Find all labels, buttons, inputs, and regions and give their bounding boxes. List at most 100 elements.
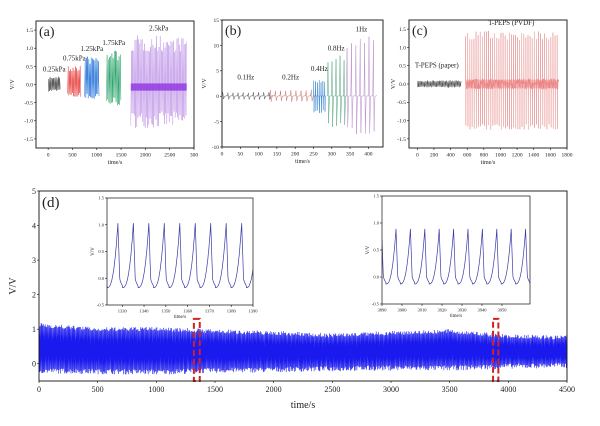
highlight-box [192,317,201,382]
y-tick-label: -1.0 [24,119,33,125]
series-line-t-peps-paper- [417,80,462,88]
y-tick-label: 2 [32,290,36,299]
series-label: 1Hz [356,25,368,33]
x-tick-label: 1380 [227,309,237,314]
x-tick-label: 200 [430,153,439,159]
x-tick-label: 3900 [398,308,408,313]
y-tick-label: 15 [214,18,220,24]
series-label: T-PEPS (PVDF) [488,19,535,27]
y-tick-label: 0.5 [399,64,406,70]
y-axis-label: V/V [8,277,19,295]
y-tick-label: 1.0 [26,46,33,52]
x-tick-label: 100 [254,152,263,158]
y-tick-label: 1.5 [98,196,104,201]
y-tick-label: 1.0 [98,222,104,227]
x-tick-label: 300 [190,153,199,159]
y-tick-label: 1 [32,325,36,334]
x-axis-label: time/s [291,400,316,411]
x-tick-label: 1800 [562,153,573,159]
x-tick-label: 50 [238,152,244,158]
x-tick-label: 1200 [512,153,523,159]
series-line-0 [107,223,253,288]
series-label: 0.8Hz [328,45,345,53]
x-axis-label: time/s [295,159,310,165]
series-line-0 [39,323,567,375]
series-label: 0.4Hz [311,65,328,73]
series-line-0-8hz [327,55,348,127]
x-tick-label: 3950 [498,308,508,313]
y-tick-label: -10 [212,145,220,151]
series-line-0 [382,228,530,285]
y-tick-label: 3 [32,256,36,265]
x-tick-label: 2000 [140,153,151,159]
y-tick-label: 0.0 [98,276,104,281]
panel-d-inset-1: 1330 1340 1350 1360 1370 1380 1390 -0.5 0.0 0.5 1.… [91,196,258,320]
y-tick-label: -0.5 [372,302,380,307]
axes-frame [38,190,568,382]
x-tick-label: 500 [68,153,77,159]
x-tick-label: 3940 [478,308,488,313]
panel-label: (d) [42,195,60,211]
series-core-band [130,83,187,91]
plot-background [382,196,530,304]
series-label: 1.75kPa [102,39,126,47]
y-tick-label: -5 [214,120,219,126]
series-line-0-1hz [222,92,274,100]
x-axis-label: time/s [108,160,123,166]
x-tick-label: 0 [47,153,50,159]
y-axis-label: V/V [202,78,208,89]
series-core-band [465,79,558,89]
x-tick-label: 800 [480,153,489,159]
y-tick-label: 0.0 [26,82,33,88]
y-tick-label: -0.5 [24,101,33,107]
x-axis-label: time/s [481,160,496,166]
y-tick-label: 5 [216,69,219,75]
x-tick-label: 3890 [378,308,388,313]
series-label: 0.2Hz [282,73,299,81]
x-tick-label: 500 [92,385,104,394]
x-tick-label: 4000 [500,385,516,394]
series-line-0-2hz [269,89,316,102]
series-line-1-25kpa [84,56,100,99]
y-tick-label: 4 [32,221,36,230]
x-tick-label: 1400 [528,153,539,159]
series-line-0-4hz [313,80,327,113]
x-tick-label: 1360 [183,309,193,314]
x-tick-label: 400 [446,153,455,159]
x-tick-label: 3500 [442,385,458,394]
x-tick-label: 1000 [495,153,506,159]
x-tick-label: 1000 [148,385,164,394]
x-tick-label: 150 [273,152,282,158]
y-tick-label: 1.5 [399,27,406,33]
x-tick-label: 0 [37,385,41,394]
highlight-box [492,317,500,382]
series-label: 0.25kPa [43,66,67,74]
panel-label: (b) [225,24,242,39]
plot-area [107,223,253,288]
x-axis-label: time/s [174,315,186,320]
series-line-1-75kpa [106,50,122,106]
x-tick-label: 0 [221,152,224,158]
y-tick-label: -0.5 [397,100,406,106]
y-tick-label: 1.5 [26,28,33,34]
x-tick-label: 250 [309,152,318,158]
y-tick-label: -1.5 [397,137,406,143]
series-label: 0.75kPa [63,55,87,63]
series-line-0-75kpa [67,65,82,97]
plot-area [382,228,530,285]
y-tick-label: -1.0 [397,118,406,124]
x-tick-label: 600 [463,153,472,159]
panel-c: T-PEPS (paper) T-PEPS (PVDF) 0 200 400 600 800… [391,19,573,166]
x-axis-label: time/s [450,314,462,319]
plot-area [222,36,378,135]
y-tick-label: 1.5 [373,194,379,199]
series-line-1hz [346,36,378,135]
x-tick-label: 2000 [266,385,282,394]
x-tick-label: 1500 [207,385,223,394]
y-tick-label: 0 [216,94,219,100]
x-tick-label: 0 [416,153,419,159]
